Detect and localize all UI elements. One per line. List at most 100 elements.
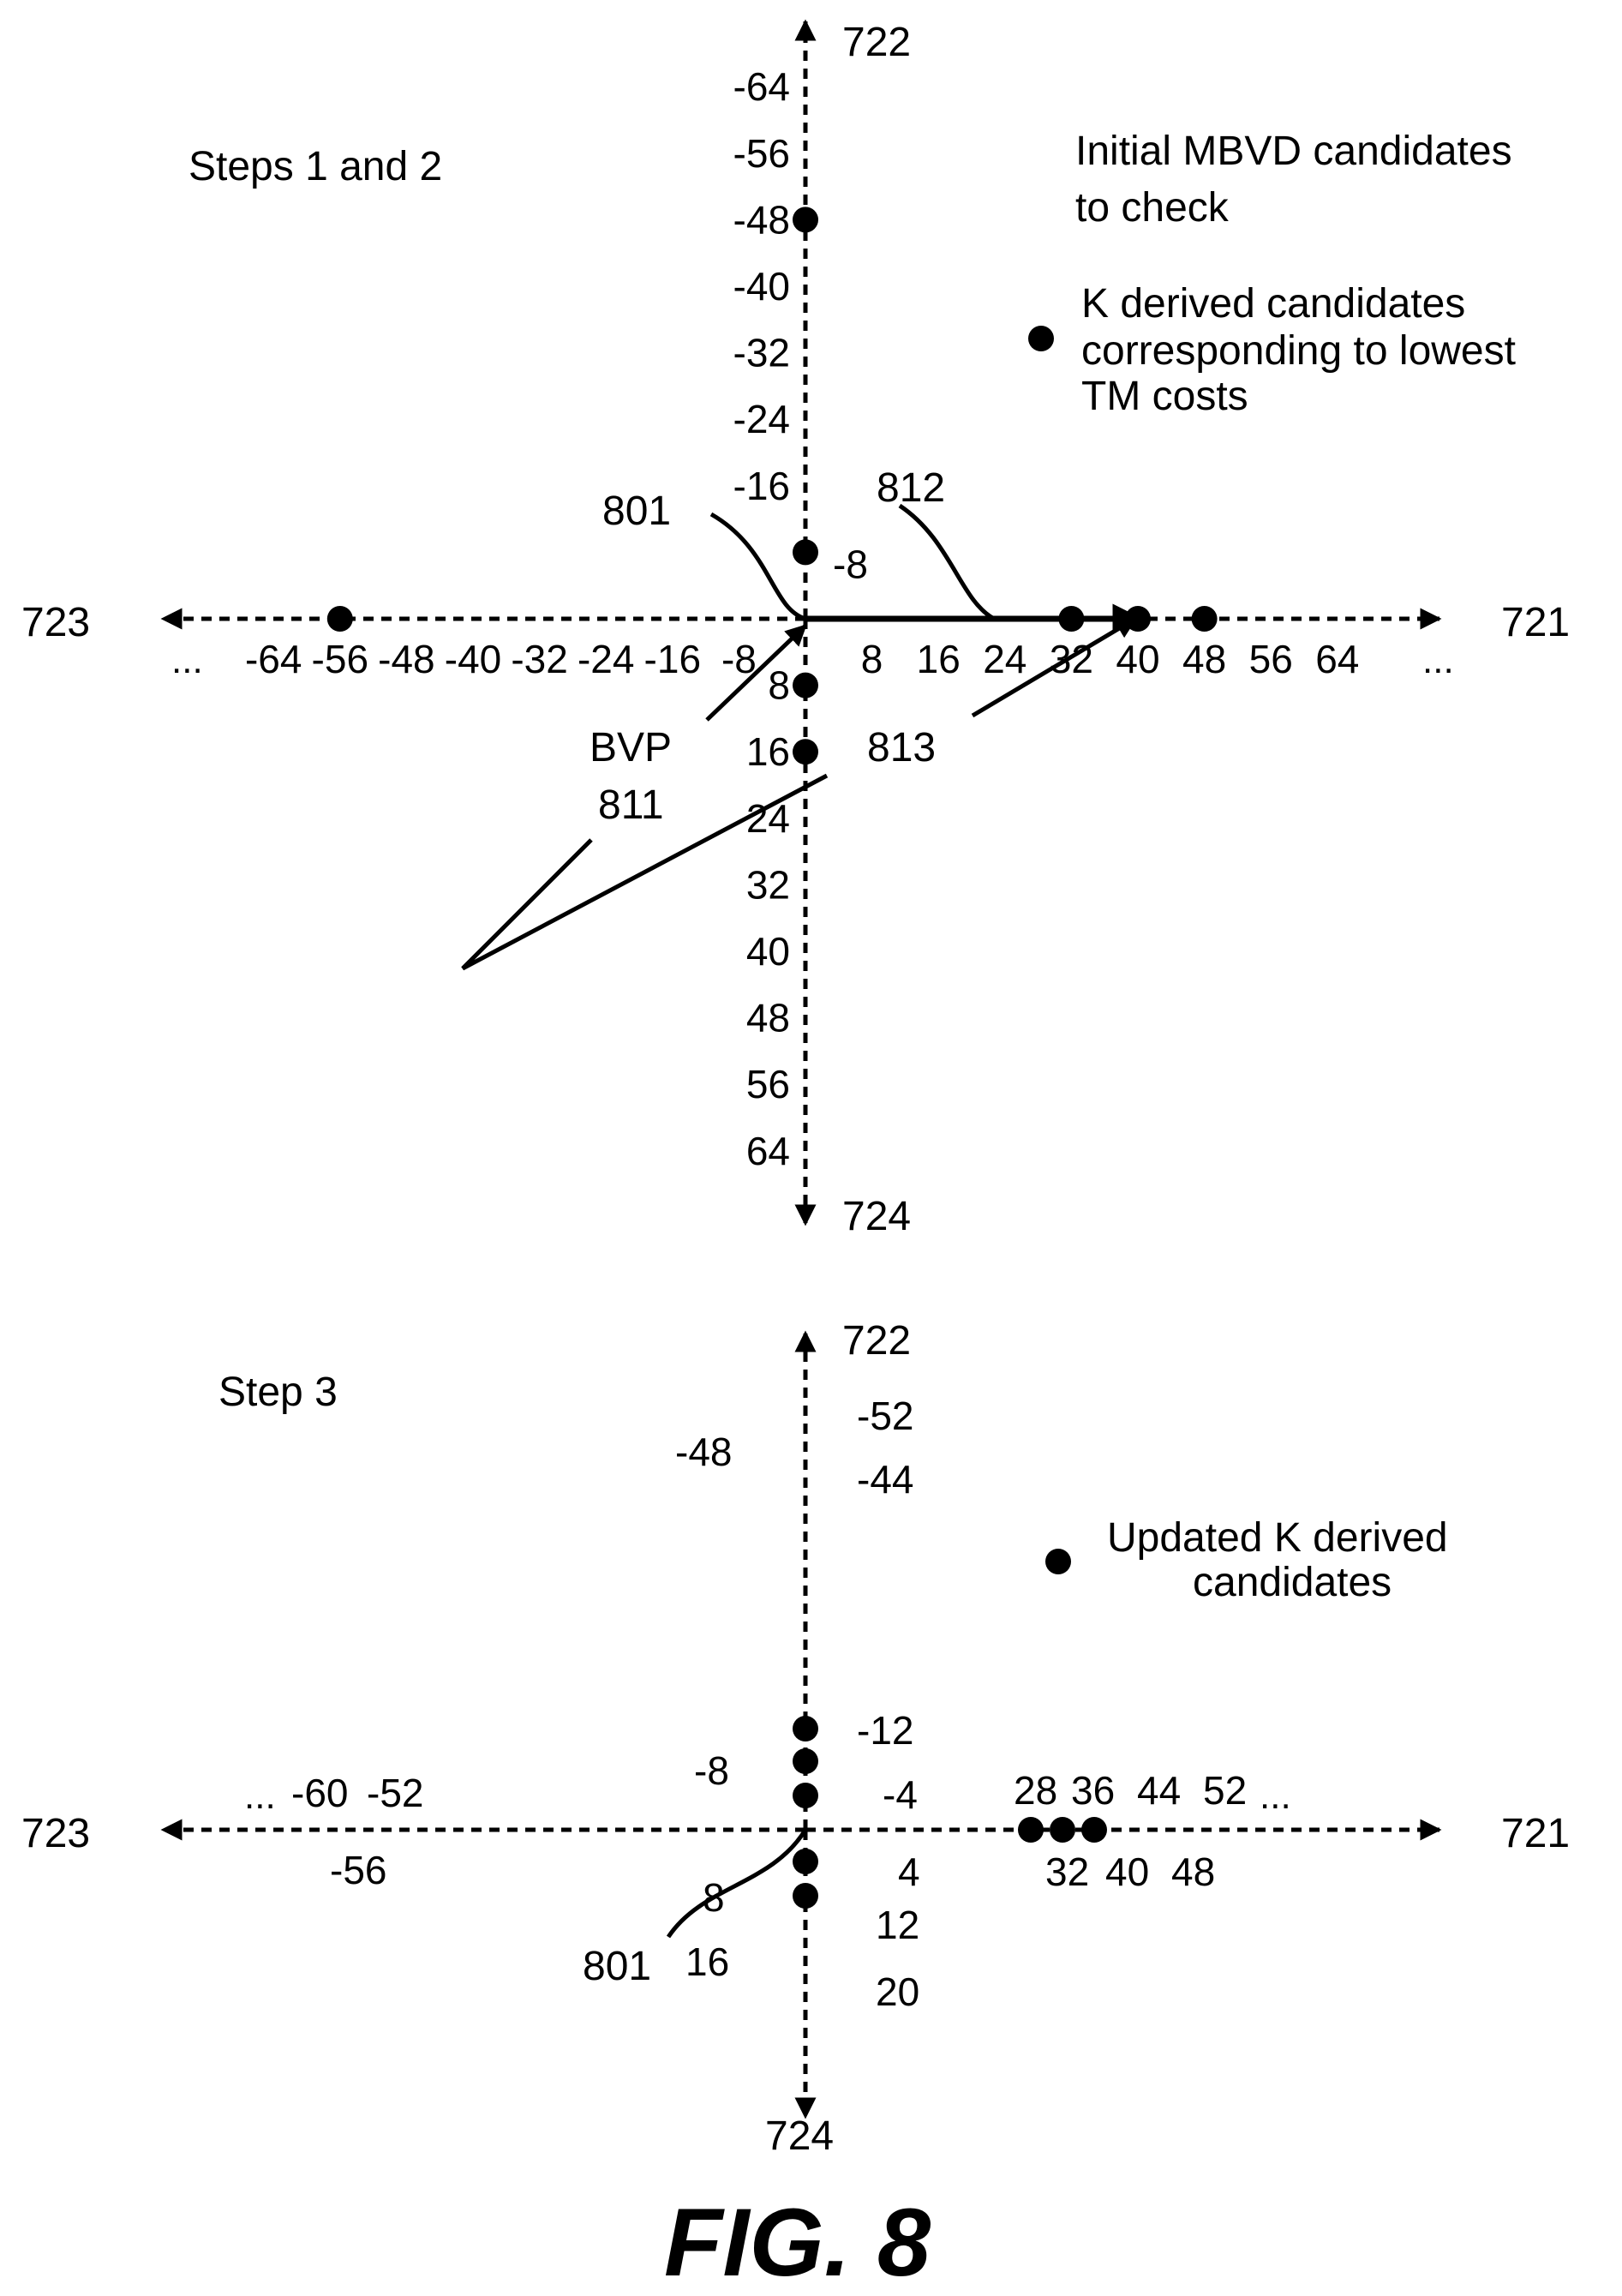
bottom-h-label: 48 (1171, 1849, 1215, 1894)
bottom-v-label: 20 (876, 1969, 919, 2014)
v-tick-label: -64 (733, 64, 790, 109)
bottom-v-label: -4 (883, 1772, 918, 1817)
v-tick-label: 40 (746, 929, 790, 974)
bottom-v-label: 16 (685, 1939, 729, 1984)
axis-label-721: 721 (1501, 600, 1570, 645)
h-tick-label: -48 (378, 637, 434, 681)
legend-updated-label-2: candidates (1193, 1560, 1392, 1605)
v-tick-label: 32 (746, 862, 790, 907)
v-tick-label: 24 (746, 796, 790, 841)
axis-label-723: 723 (21, 600, 90, 645)
panel-bottom-title: Step 3 (218, 1370, 338, 1415)
ellipsis-left-bottom: ... (244, 1775, 276, 1817)
h-tick-label: -64 (245, 637, 302, 681)
panel-top: Steps 1 and 2 721 722 723 724 ... ... -6… (21, 19, 1570, 1239)
h-tick-label: -56 (312, 637, 368, 681)
h-tick-label: -8 (721, 637, 757, 681)
bottom-v-derived-marks (793, 1716, 818, 1909)
bottom-v-label: -12 (857, 1708, 913, 1753)
v-tick-label: -16 (733, 464, 790, 508)
h-tick-label: -16 (644, 637, 701, 681)
h-tick-label: 8 (861, 637, 883, 681)
axis-label-724-bottom: 724 (765, 2113, 834, 2159)
figure-label: FIG. 8 (664, 2189, 931, 2296)
bottom-h-label: 32 (1045, 1849, 1089, 1894)
h-tick-label: 48 (1182, 637, 1226, 681)
legend-x-label-2: to check (1075, 185, 1230, 231)
bottom-h-label: 36 (1071, 1768, 1115, 1813)
lead-811 (461, 773, 829, 971)
legend-candidate-label-3: TM costs (1081, 374, 1248, 419)
h-tick-label: -24 (578, 637, 634, 681)
h-tick-label: -32 (511, 637, 567, 681)
bottom-v-label: -48 (675, 1430, 732, 1474)
h-tick-label: 56 (1249, 637, 1293, 681)
bottom-h-label: -52 (367, 1771, 423, 1815)
legend-candidate-icon (1028, 326, 1054, 351)
legend-x-label-1: Initial MBVD candidates (1075, 129, 1512, 174)
bottom-h-label: -60 (291, 1771, 348, 1815)
axis-label-722-bottom: 722 (842, 1318, 911, 1364)
top-tick-labels: -64 -56 -48 -40 -32 -24 -16 -8 8 16 24 32 40 48 56 64-6… (245, 64, 1359, 1173)
legend-updated-candidate-icon (1045, 1549, 1071, 1574)
panel-top-title: Steps 1 and 2 (189, 144, 442, 189)
v-tick-label: 56 (746, 1062, 790, 1106)
ref-813: 813 (867, 725, 936, 770)
v-derived-candidate (793, 539, 818, 566)
bottom-h-label: 28 (1014, 1768, 1057, 1813)
ellipsis-right-bottom: ... (1260, 1775, 1291, 1817)
lead-801 (709, 512, 806, 621)
bottom-v-label: -44 (857, 1457, 913, 1502)
ellipsis-right: ... (1422, 639, 1454, 681)
ref-812: 812 (877, 465, 945, 511)
v-tick-label: -32 (733, 331, 790, 375)
ellipsis-left: ... (171, 639, 203, 681)
ref-bvp: BVP (590, 725, 672, 770)
v-tick-label: -56 (733, 131, 790, 176)
v-derived-candidate (793, 207, 818, 233)
bottom-v-label: 4 (898, 1849, 920, 1894)
v-tick-label: -48 (733, 197, 790, 242)
ref-811: 811 (598, 782, 664, 828)
h-tick-label: 24 (983, 637, 1026, 681)
bottom-h-derived-marks (1018, 1817, 1107, 1843)
legend-candidate-label-2: corresponding to lowest (1081, 328, 1516, 374)
v-tick-label: 64 (746, 1129, 790, 1173)
bottom-h-label: 52 (1203, 1768, 1247, 1813)
h-tick-label: 40 (1116, 637, 1159, 681)
lead-801-bottom (666, 1828, 808, 1939)
bottom-h-label: 40 (1105, 1849, 1149, 1894)
bottom-v-label: 12 (876, 1903, 919, 1947)
legend-candidate-label-1: K derived candidates (1081, 281, 1465, 327)
h-tick-label: -40 (445, 637, 501, 681)
v-tick-label: -40 (733, 264, 790, 309)
axis-label-721-bottom: 721 (1501, 1811, 1570, 1856)
ref-801: 801 (602, 489, 671, 534)
legend-updated-label-1: Updated K derived (1107, 1515, 1448, 1561)
h-derived-candidate (326, 606, 353, 632)
v-tick-label: -24 (733, 397, 790, 441)
v-derived-candidate (793, 739, 818, 765)
bottom-h-label: 44 (1137, 1768, 1181, 1813)
bvp-arrow (705, 624, 807, 722)
legend-x-icon (1035, 176, 1047, 188)
h-tick-label: 16 (917, 637, 961, 681)
lead-813 (971, 616, 1138, 718)
v-tick-label: 8 (768, 663, 790, 708)
v-derived-candidate (793, 672, 818, 698)
v-tick-label: -8 (833, 542, 868, 586)
ref-801-bottom: 801 (583, 1944, 651, 1989)
v-tick-label: 48 (746, 996, 790, 1040)
axis-label-724: 724 (842, 1194, 911, 1239)
panel-bottom: Step 3 721 722 723 724 ... ... (21, 1318, 1570, 2159)
h-tick-label: 64 (1315, 637, 1359, 681)
v-tick-label: 16 (746, 729, 790, 774)
h-derived-candidate (1191, 606, 1218, 632)
axis-label-723-bottom: 723 (21, 1811, 90, 1856)
axis-label-722: 722 (842, 20, 911, 65)
bottom-h-label: -56 (330, 1848, 386, 1892)
bottom-v-label: -8 (694, 1748, 729, 1793)
bottom-v-label: -52 (857, 1394, 913, 1438)
lead-812 (898, 503, 996, 621)
